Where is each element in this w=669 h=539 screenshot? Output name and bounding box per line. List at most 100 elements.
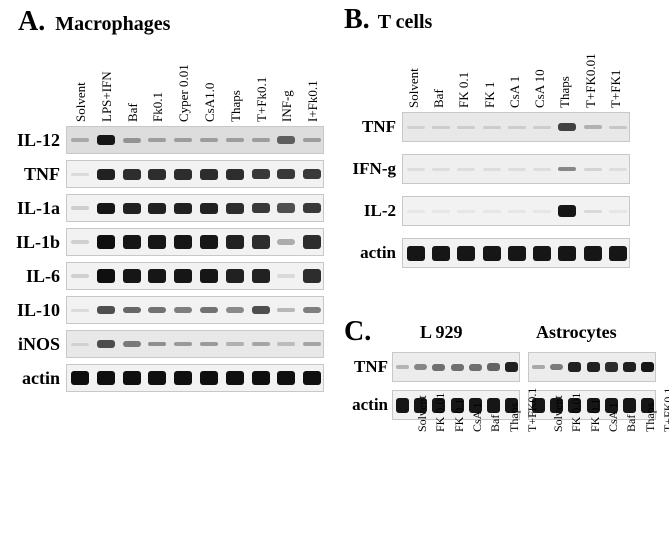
gel-strip: [66, 126, 324, 154]
gel-band: [123, 203, 141, 214]
row-label: IL-12: [6, 130, 66, 151]
gel-band: [226, 203, 244, 214]
gel-band: [97, 135, 115, 145]
lane-label: I+Fk0.1: [305, 80, 321, 122]
row-label: IL-10: [6, 300, 66, 321]
panel-a-letter: A.: [18, 6, 45, 38]
lane-label: CsA 1: [470, 402, 485, 432]
gel-strip: [402, 112, 630, 142]
gel-band: [252, 203, 270, 213]
gel-band: [123, 371, 141, 385]
lane-label: Fk0.1: [150, 92, 166, 122]
lane-label: CsA 1: [507, 76, 523, 108]
gel-band: [432, 210, 450, 213]
gel-row: TNF: [344, 112, 664, 142]
gel-band: [303, 371, 321, 385]
lane-label: Solvent: [551, 395, 566, 432]
gel-band: [609, 126, 627, 129]
gel-strip: [66, 296, 324, 324]
gel-band: [432, 246, 450, 261]
gel-strip: [66, 364, 324, 392]
row-label: actin: [344, 395, 392, 415]
gel-band: [587, 362, 600, 372]
lane-label: T+Fk0.1: [254, 77, 270, 122]
gel-band: [483, 246, 501, 261]
lane-label: T+FK0.1: [661, 388, 669, 432]
gel-band: [508, 168, 526, 171]
gel-band: [123, 169, 141, 180]
gel-band: [508, 246, 526, 261]
panel-b-rows: TNF IFN-g IL-2 actin: [344, 112, 664, 280]
gel-band: [550, 364, 563, 371]
gel-band: [97, 203, 115, 214]
gel-row: TNF: [344, 352, 664, 382]
gel-band: [407, 126, 425, 129]
row-label: iNOS: [6, 334, 66, 355]
gel-band: [396, 398, 409, 413]
row-label: IL-2: [344, 201, 402, 221]
row-label: actin: [344, 243, 402, 263]
gel-band: [457, 246, 475, 261]
gel-band: [533, 246, 551, 261]
gel-strip: [402, 196, 630, 226]
gel-band: [487, 398, 500, 413]
gel-band: [148, 169, 166, 180]
gel-band: [200, 235, 218, 249]
gel-band: [174, 371, 192, 385]
gel-band: [483, 168, 501, 171]
lane-label: FK 0.1: [452, 399, 467, 432]
gel-band: [97, 340, 115, 348]
lane-label: FK 0.1: [588, 399, 603, 432]
row-label: IL-1a: [6, 198, 66, 219]
gel-band: [200, 307, 218, 313]
lane-label: Solvent: [73, 82, 89, 122]
gel-band: [123, 235, 141, 249]
gel-band: [584, 246, 602, 261]
gel-band: [303, 138, 321, 143]
row-label: IFN-g: [344, 159, 402, 179]
gel-band: [558, 205, 576, 217]
gel-band: [457, 168, 475, 171]
gel-band: [252, 306, 270, 314]
lane-label: CsA 10: [532, 69, 548, 108]
lane-label: Thaps: [557, 76, 573, 108]
gel-strip: [402, 238, 630, 268]
gel-band: [277, 371, 295, 385]
gel-band: [174, 342, 192, 347]
gel-band: [97, 269, 115, 283]
lane-label: FK 0.01: [433, 393, 448, 432]
gel-band: [487, 363, 500, 371]
gel-band: [623, 362, 636, 372]
lane-label: Baf: [125, 103, 141, 122]
gel-band: [71, 173, 89, 176]
lane-label: Thaps: [643, 403, 658, 432]
gel-band: [71, 343, 89, 346]
gel-band: [277, 274, 295, 278]
gel-band: [533, 168, 551, 171]
gel-band: [226, 342, 244, 346]
gel-band: [609, 210, 627, 213]
gel-band: [97, 371, 115, 385]
gel-band: [97, 306, 115, 314]
gel-band: [226, 269, 244, 283]
panel-b-letter: B.: [344, 4, 370, 36]
row-label: TNF: [344, 117, 402, 137]
panel-b-header: B. T cells: [344, 4, 432, 36]
gel-band: [584, 125, 602, 129]
gel-row: IL-1b: [6, 228, 326, 256]
gel-band: [303, 269, 321, 283]
gel-band: [609, 246, 627, 261]
gel-strip: [66, 228, 324, 256]
lane-label: Baf: [624, 415, 639, 432]
lane-label: FK 0.01: [569, 393, 584, 432]
gel-band: [71, 274, 89, 278]
gel-band: [303, 235, 321, 249]
row-label: TNF: [344, 357, 392, 377]
gel-band: [71, 138, 89, 142]
lane-label: Thaps: [507, 403, 522, 432]
gel-band: [97, 169, 115, 180]
gel-band: [277, 203, 295, 212]
gel-band: [71, 309, 89, 312]
gel-band: [252, 371, 270, 385]
lane-label: CsA1.0: [202, 83, 218, 122]
